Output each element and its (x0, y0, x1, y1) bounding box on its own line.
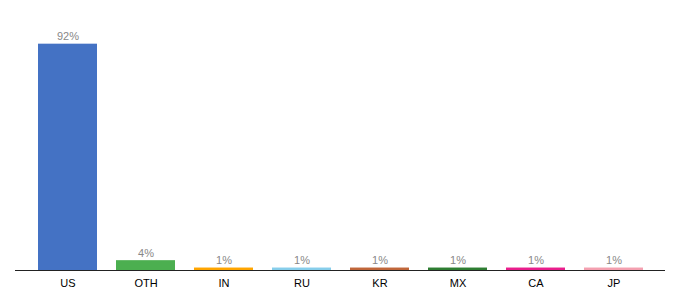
svg-text:JP: JP (608, 277, 621, 289)
svg-text:1%: 1% (216, 254, 232, 266)
svg-text:1%: 1% (528, 254, 544, 266)
svg-text:1%: 1% (294, 254, 310, 266)
svg-text:4%: 4% (138, 247, 154, 259)
svg-text:US: US (60, 277, 75, 289)
svg-text:MX: MX (450, 277, 467, 289)
svg-text:IN: IN (219, 277, 230, 289)
svg-text:1%: 1% (372, 254, 388, 266)
svg-text:KR: KR (372, 277, 387, 289)
svg-text:CA: CA (528, 277, 544, 289)
svg-text:1%: 1% (606, 254, 622, 266)
svg-text:1%: 1% (450, 254, 466, 266)
svg-text:92%: 92% (57, 30, 79, 42)
svg-text:RU: RU (294, 277, 310, 289)
svg-text:OTH: OTH (134, 277, 157, 289)
